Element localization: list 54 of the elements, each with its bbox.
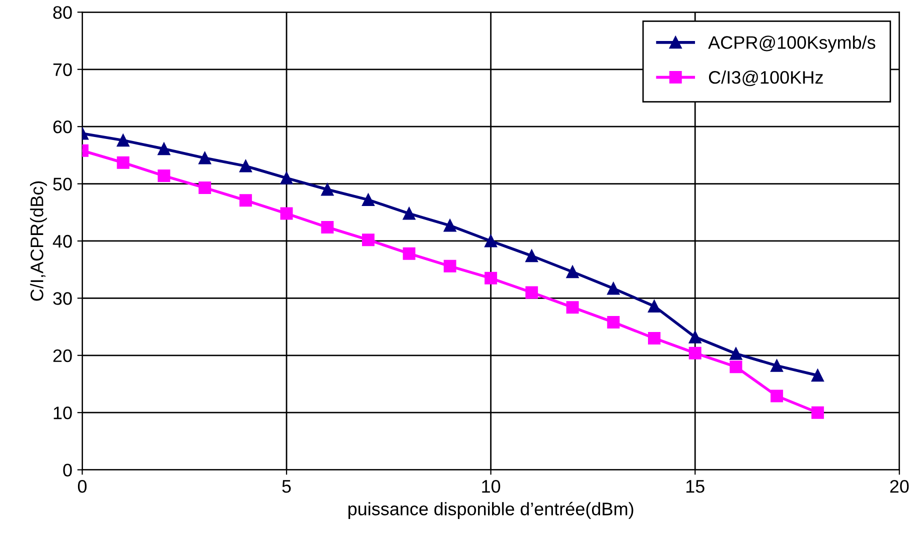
point [402,247,416,260]
point [688,330,702,344]
point [607,282,620,295]
point [280,172,293,184]
x-tick-label: 20 [890,480,909,493]
point [239,194,252,207]
point [770,390,784,402]
point [811,406,824,419]
point [116,156,130,169]
y-tick-label: 10 [54,406,72,420]
point [444,219,456,232]
y-tick-label: 40 [52,234,72,248]
x-tick-label: 5 [282,480,291,493]
point [280,207,293,220]
point [730,360,742,374]
y-tick-label: 50 [53,178,72,191]
x-tick-label: 15 [686,480,704,493]
y-axis-title: C/I,ACPR(dBc) [30,181,47,301]
point [321,221,334,234]
point [362,234,374,246]
point [566,301,579,314]
point [198,182,212,194]
point [525,250,538,262]
point [321,183,334,196]
y-tick-label: 70 [53,63,72,76]
x-axis-title: puissance disponible d’entrée(dBm) [348,502,634,519]
point [362,194,374,206]
x-tick-label: 0 [78,480,87,493]
point [730,347,742,360]
point [198,152,212,164]
y-tick-label: 60 [53,120,72,134]
point [770,359,784,372]
point [648,332,660,344]
point [566,266,579,278]
point [444,260,456,272]
y-tick-label: 20 [53,349,72,362]
point [688,346,702,360]
point [525,286,538,299]
legend-label: C/I3@100KHz [708,70,823,86]
y-tick-label: 80 [53,6,72,19]
point [484,272,498,284]
point [158,170,170,182]
point [484,234,498,248]
point [402,207,416,220]
legend-label: ACPR@100Ksymb/s [708,36,876,52]
y-tick-label: 30 [53,292,72,305]
point [116,134,130,147]
point [158,142,170,156]
point [648,300,660,312]
point [607,316,620,328]
x-tick-label: 10 [482,480,500,493]
point [811,369,824,382]
y-tick-label: 0 [63,464,72,477]
point [239,160,252,172]
